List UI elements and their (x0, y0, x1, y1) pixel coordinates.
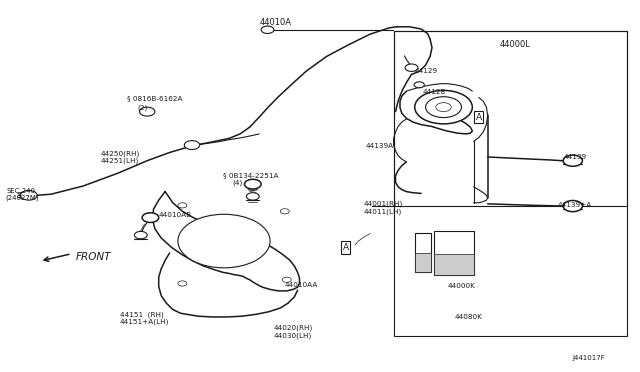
Text: (2): (2) (138, 105, 148, 111)
Circle shape (184, 141, 200, 150)
Circle shape (178, 203, 187, 208)
Circle shape (414, 82, 424, 88)
Text: (4): (4) (232, 180, 243, 186)
Circle shape (178, 214, 270, 268)
Circle shape (563, 155, 582, 166)
Text: 44151  (RH): 44151 (RH) (120, 311, 163, 318)
Text: 44250(RH): 44250(RH) (101, 150, 140, 157)
Text: 44139A: 44139A (366, 143, 394, 149)
Circle shape (280, 209, 289, 214)
Bar (394, 31, 627, 336)
Circle shape (415, 90, 472, 124)
Text: § 0816B-6162A: § 0816B-6162A (127, 96, 182, 102)
Circle shape (436, 103, 451, 112)
Bar (415, 233, 431, 272)
Text: 44251(LH): 44251(LH) (101, 157, 140, 164)
Text: FRONT: FRONT (76, 253, 111, 262)
Text: 44080K: 44080K (454, 314, 483, 320)
Circle shape (282, 277, 291, 282)
Bar (434, 231, 474, 275)
Text: 44128: 44128 (422, 89, 445, 95)
Text: (24027M): (24027M) (5, 195, 39, 201)
Bar (415, 253, 431, 272)
Text: SEC.240: SEC.240 (6, 188, 35, 194)
Circle shape (426, 97, 461, 118)
Text: A: A (342, 243, 349, 252)
Circle shape (563, 201, 582, 212)
Text: 44139+A: 44139+A (558, 202, 593, 208)
Text: 44151+A(LH): 44151+A(LH) (120, 318, 169, 325)
Circle shape (134, 231, 147, 239)
Text: A: A (476, 113, 482, 122)
Bar (434, 254, 474, 275)
Text: § 0B134-2251A: § 0B134-2251A (223, 172, 278, 178)
Text: 44030(LH): 44030(LH) (274, 332, 312, 339)
Circle shape (405, 64, 418, 71)
Circle shape (20, 190, 37, 200)
Text: 44000L: 44000L (499, 40, 530, 49)
Text: 44139: 44139 (563, 154, 586, 160)
Text: 44010AA: 44010AA (285, 282, 318, 288)
Bar (394, 31, 627, 206)
Circle shape (142, 213, 159, 222)
Text: 44010AB: 44010AB (159, 212, 192, 218)
Text: 44129: 44129 (415, 68, 438, 74)
Text: 44020(RH): 44020(RH) (274, 325, 313, 331)
Circle shape (244, 179, 261, 189)
Circle shape (140, 107, 155, 116)
Circle shape (178, 281, 187, 286)
Text: 44010A: 44010A (259, 18, 291, 27)
Text: 44000K: 44000K (448, 283, 476, 289)
Text: 44001(RH): 44001(RH) (364, 201, 403, 207)
Circle shape (246, 193, 259, 200)
Circle shape (261, 26, 274, 33)
Text: 44011(LH): 44011(LH) (364, 208, 402, 215)
Text: J441017F: J441017F (573, 355, 605, 361)
